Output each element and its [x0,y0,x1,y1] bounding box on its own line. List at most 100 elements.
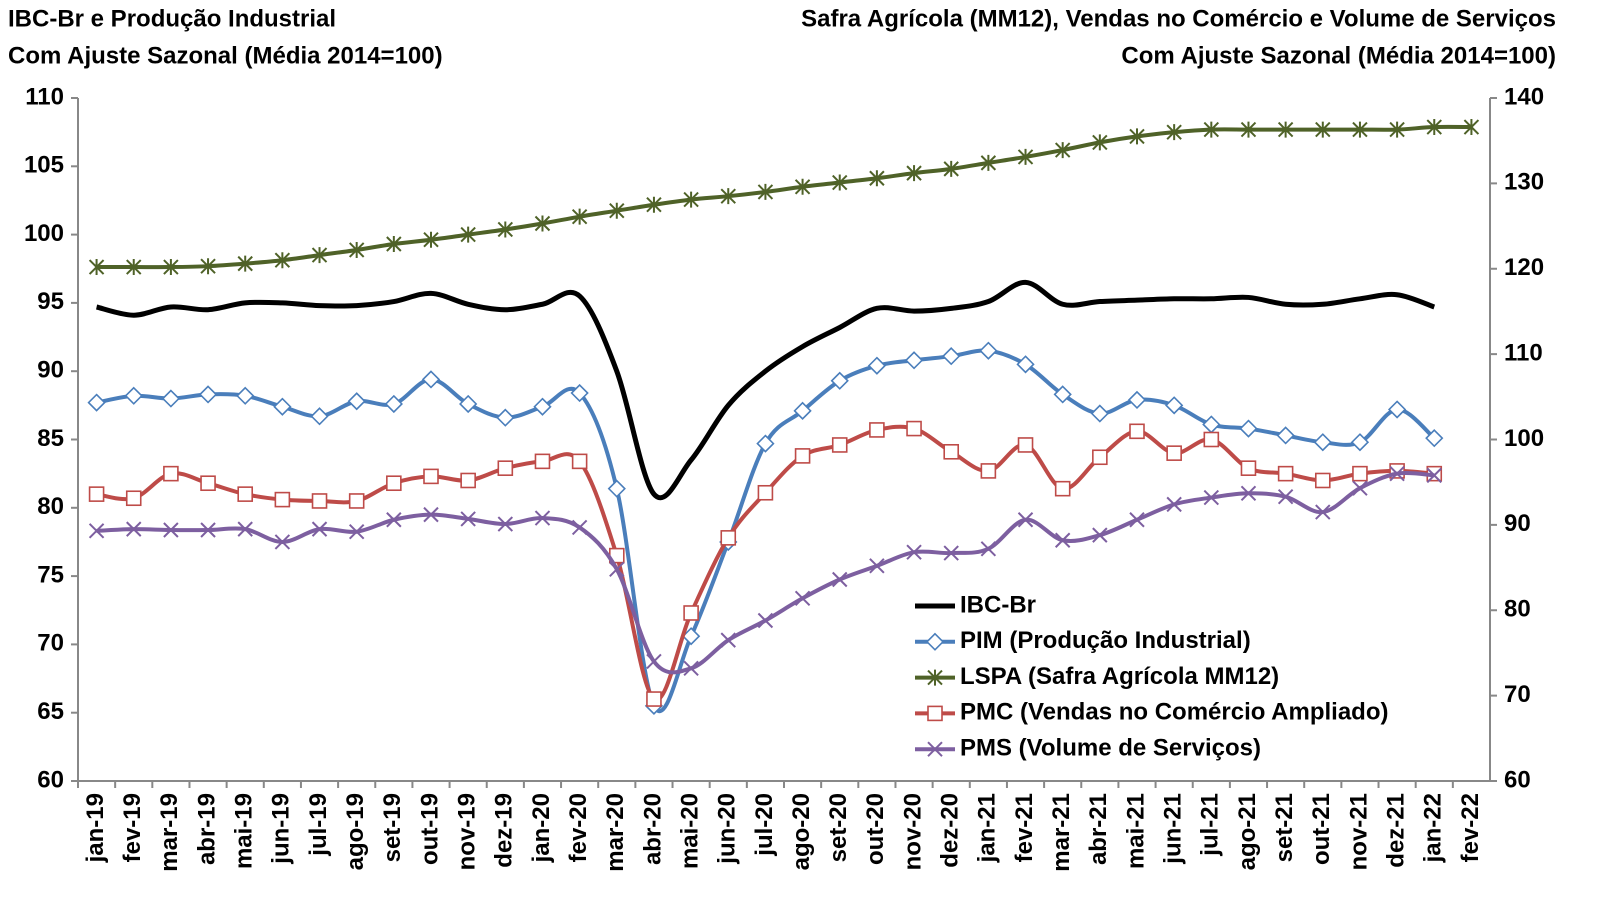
legend-marker [927,669,943,686]
data-point [423,506,439,523]
x-tick-label: set-19 [379,793,406,862]
data-point [534,510,551,526]
legend-marker [927,705,943,722]
data-point [1350,433,1370,452]
series-line [96,124,1472,270]
data-point [906,420,922,437]
y-tick-label: 100 [24,220,64,247]
data-point [200,475,216,492]
data-point [1352,465,1368,482]
data-point [757,612,774,629]
data-point [87,393,106,412]
data-point [1240,460,1257,476]
data-point [311,247,328,264]
data-point [794,448,811,464]
x-tick-label: fev-19 [119,793,146,862]
data-point [646,691,662,707]
data-point [1092,449,1108,466]
data-point [1016,355,1035,374]
data-point [1129,128,1145,145]
data-point [497,460,514,476]
data-point [571,208,588,225]
data-point [869,422,885,438]
data-point [756,434,775,453]
data-point [311,493,328,509]
x-tick-label: dez-19 [491,793,518,868]
data-point [646,653,662,670]
data-point [274,534,291,550]
data-point [163,465,179,482]
data-point [386,235,402,252]
x-tick-label: set-20 [825,793,852,862]
data-point [386,512,402,528]
y2-tick-label: 60 [1504,766,1531,793]
data-point [124,386,143,405]
series-line [96,424,1435,702]
data-point [869,170,885,187]
data-point [943,160,959,177]
data-point [274,252,291,269]
data-point [1202,415,1221,434]
data-point [1426,467,1442,484]
data-point [348,241,365,258]
data-point [1203,431,1220,448]
x-tick-label: jun-21 [1160,793,1187,865]
data-point [1387,400,1407,419]
y-tick-label: 80 [37,493,64,520]
legend-label: LSPA (Safra Agrícola MM12) [960,663,1279,690]
data-point [683,660,699,677]
data-point [720,632,736,648]
x-tick-label: ago-19 [342,793,369,870]
data-point [1352,480,1368,496]
data-point [683,605,699,621]
data-point [683,191,699,208]
data-point [237,255,253,272]
legend-label: PIM (Produção Industrial) [960,627,1251,654]
data-point [943,443,960,460]
data-point [832,571,848,588]
x-tick-label: out-20 [862,793,889,865]
y-tick-label: 60 [37,766,64,793]
data-point [1165,396,1184,415]
y-tick-label: 95 [37,288,64,315]
legend-label: IBC-Br [960,591,1036,618]
series-line [96,348,1436,714]
x-tick-label: set-21 [1271,793,1298,862]
data-point [1090,404,1109,423]
data-point [794,178,811,195]
data-point [793,401,812,420]
x-tick-label: jan-20 [528,793,555,863]
data-point [943,545,959,561]
data-point [1313,433,1332,452]
data-point [311,521,328,537]
data-point [1166,124,1182,141]
data-point [1017,148,1034,165]
data-point [126,259,142,276]
data-point [1426,119,1442,136]
data-point [1352,121,1368,138]
data-point [161,389,181,408]
x-tick-label: fev-21 [1011,793,1038,862]
data-point [906,165,922,182]
data-point [88,486,105,502]
data-point [906,544,922,560]
y2-tick-label: 140 [1504,83,1544,110]
data-point [236,386,255,405]
data-point [1166,445,1182,461]
data-point [460,472,476,489]
left-title: IBC-Br e Produção Industrial [8,5,336,32]
left-title: Com Ajuste Sazonal (Média 2014=100) [8,42,443,69]
data-point [1463,119,1480,136]
data-point [720,188,736,205]
legend-marker [927,741,943,757]
data-point [533,397,552,416]
data-point [1127,390,1147,410]
data-point [198,385,218,404]
data-point [497,221,514,238]
data-point [830,371,849,390]
data-point [979,341,998,360]
x-tick-label: dez-21 [1382,793,1409,868]
data-point [980,463,997,479]
x-tick-label: jul-20 [751,793,778,857]
data-point [1277,488,1294,505]
